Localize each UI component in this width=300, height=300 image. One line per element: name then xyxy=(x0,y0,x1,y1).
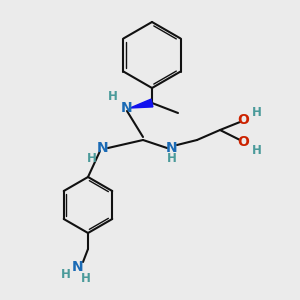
Text: N: N xyxy=(97,141,109,155)
Text: N: N xyxy=(121,101,133,115)
Text: N: N xyxy=(72,260,84,274)
Text: N: N xyxy=(166,141,178,155)
Text: H: H xyxy=(252,106,262,118)
Text: O: O xyxy=(237,113,249,127)
Text: H: H xyxy=(167,152,177,164)
Polygon shape xyxy=(130,99,153,108)
Text: H: H xyxy=(87,152,97,164)
Text: O: O xyxy=(237,135,249,149)
Text: H: H xyxy=(61,268,71,281)
Text: H: H xyxy=(81,272,91,286)
Text: H: H xyxy=(108,89,118,103)
Text: H: H xyxy=(252,143,262,157)
